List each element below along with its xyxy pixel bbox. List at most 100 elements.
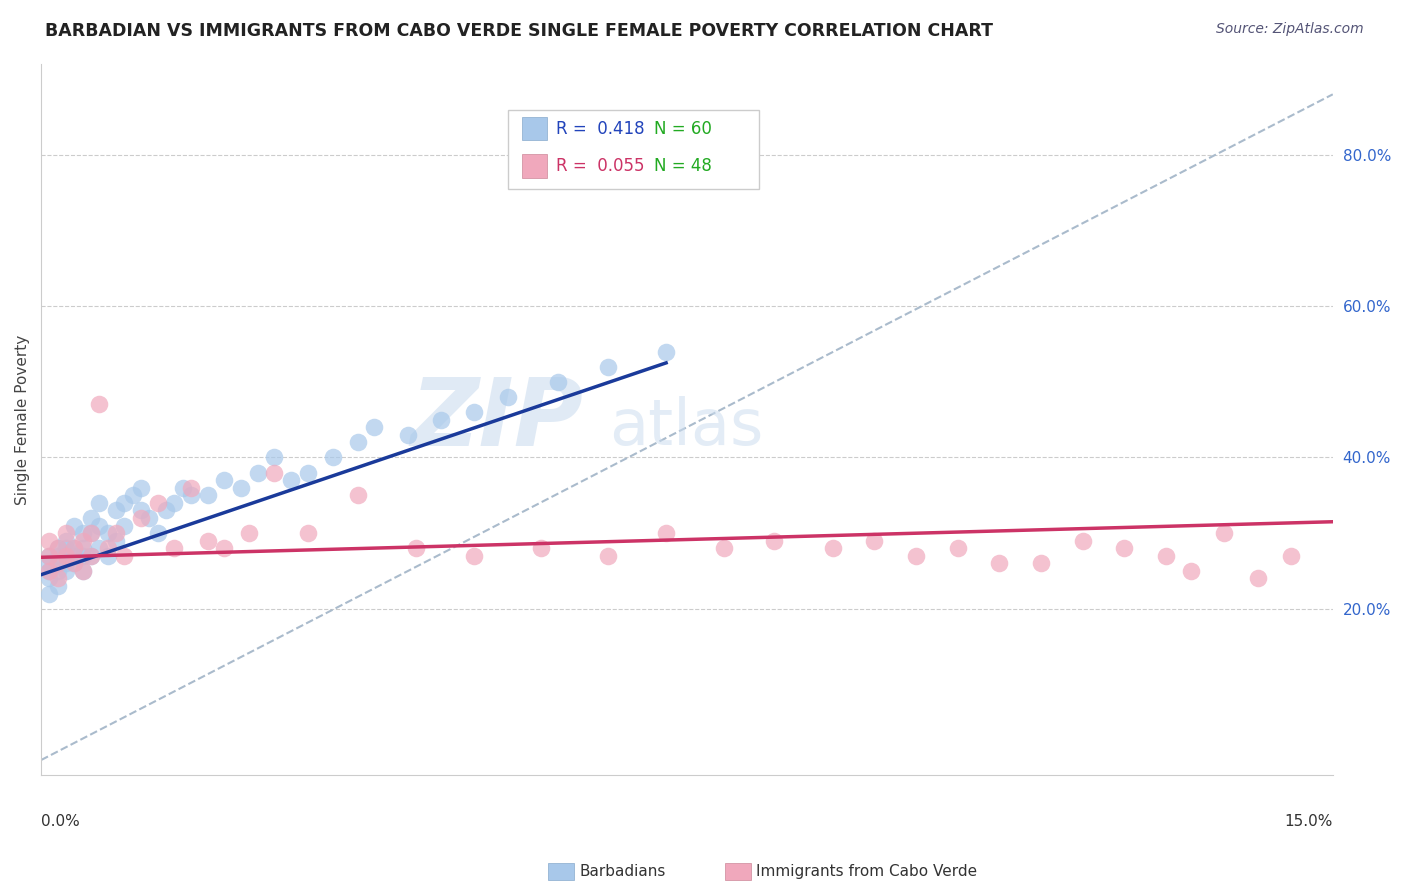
Point (863, 533, 886, 548)
Point (246, 466, 269, 480)
Point (363, 420, 385, 434)
Point (46, 541, 69, 556)
Point (1180, 564, 1202, 578)
Point (55, 549, 77, 563)
Point (655, 344, 678, 359)
Point (46, 564, 69, 578)
Point (155, 503, 177, 517)
Point (46, 557, 69, 571)
Point (105, 526, 128, 541)
Text: ZIP: ZIP (411, 374, 583, 466)
Point (129, 511, 152, 525)
Point (38, 564, 60, 578)
Point (821, 541, 844, 556)
Point (346, 488, 368, 502)
Point (530, 541, 553, 556)
Point (105, 503, 128, 517)
Point (55, 541, 77, 556)
Text: N = 60: N = 60 (654, 120, 713, 138)
Point (55, 557, 77, 571)
Point (346, 435, 368, 450)
Point (463, 549, 485, 563)
Point (763, 533, 786, 548)
Point (163, 541, 186, 556)
Point (72, 533, 94, 548)
Point (55, 564, 77, 578)
Point (172, 481, 194, 495)
Text: R =  0.418: R = 0.418 (555, 120, 644, 138)
Point (214, 541, 236, 556)
Point (405, 541, 427, 556)
Point (89, 518, 111, 533)
Text: Barbadians: Barbadians (579, 864, 665, 879)
Text: N = 48: N = 48 (654, 157, 713, 175)
Point (197, 488, 219, 502)
Point (89, 496, 111, 510)
Point (396, 427, 419, 442)
Point (180, 488, 202, 502)
Point (80, 549, 103, 563)
Point (63, 518, 86, 533)
Point (547, 375, 569, 389)
Point (1154, 549, 1177, 563)
Text: atlas: atlas (609, 396, 763, 458)
Point (38, 557, 60, 571)
Point (114, 518, 136, 533)
Point (38, 572, 60, 586)
Point (63, 557, 86, 571)
Point (263, 466, 285, 480)
Point (322, 450, 344, 465)
Point (1114, 541, 1136, 556)
Point (46, 549, 69, 563)
Point (89, 397, 111, 411)
Point (38, 533, 60, 548)
Point (63, 549, 86, 563)
Point (38, 586, 60, 600)
Point (80, 526, 103, 541)
Text: R =  0.055: R = 0.055 (555, 157, 644, 175)
Point (97, 541, 120, 556)
Point (496, 390, 519, 404)
Point (129, 481, 152, 495)
Point (46, 572, 69, 586)
Point (72, 526, 94, 541)
Text: 0.0%: 0.0% (41, 814, 80, 830)
Point (905, 549, 928, 563)
Point (121, 488, 143, 502)
Point (38, 549, 60, 563)
Point (1071, 533, 1094, 548)
Point (114, 496, 136, 510)
Point (97, 526, 120, 541)
Point (263, 450, 285, 465)
Point (114, 549, 136, 563)
Point (89, 541, 111, 556)
Point (229, 481, 252, 495)
Text: Immigrants from Cabo Verde: Immigrants from Cabo Verde (756, 864, 977, 879)
Point (55, 549, 77, 563)
Point (596, 549, 619, 563)
Point (80, 549, 103, 563)
Point (46, 541, 69, 556)
Point (713, 541, 735, 556)
Point (80, 526, 103, 541)
Point (72, 564, 94, 578)
Point (72, 549, 94, 563)
Point (238, 526, 260, 541)
Point (55, 526, 77, 541)
Point (72, 541, 94, 556)
Point (1029, 557, 1052, 571)
Point (55, 533, 77, 548)
Point (214, 473, 236, 487)
Point (105, 533, 128, 548)
Point (163, 496, 186, 510)
Point (297, 526, 319, 541)
Text: 15.0%: 15.0% (1285, 814, 1333, 830)
Point (180, 481, 202, 495)
Y-axis label: Single Female Poverty: Single Female Poverty (15, 334, 30, 505)
Point (463, 405, 485, 419)
Point (1213, 526, 1236, 541)
Point (38, 549, 60, 563)
Point (38, 564, 60, 578)
Point (280, 473, 302, 487)
Point (1247, 572, 1270, 586)
